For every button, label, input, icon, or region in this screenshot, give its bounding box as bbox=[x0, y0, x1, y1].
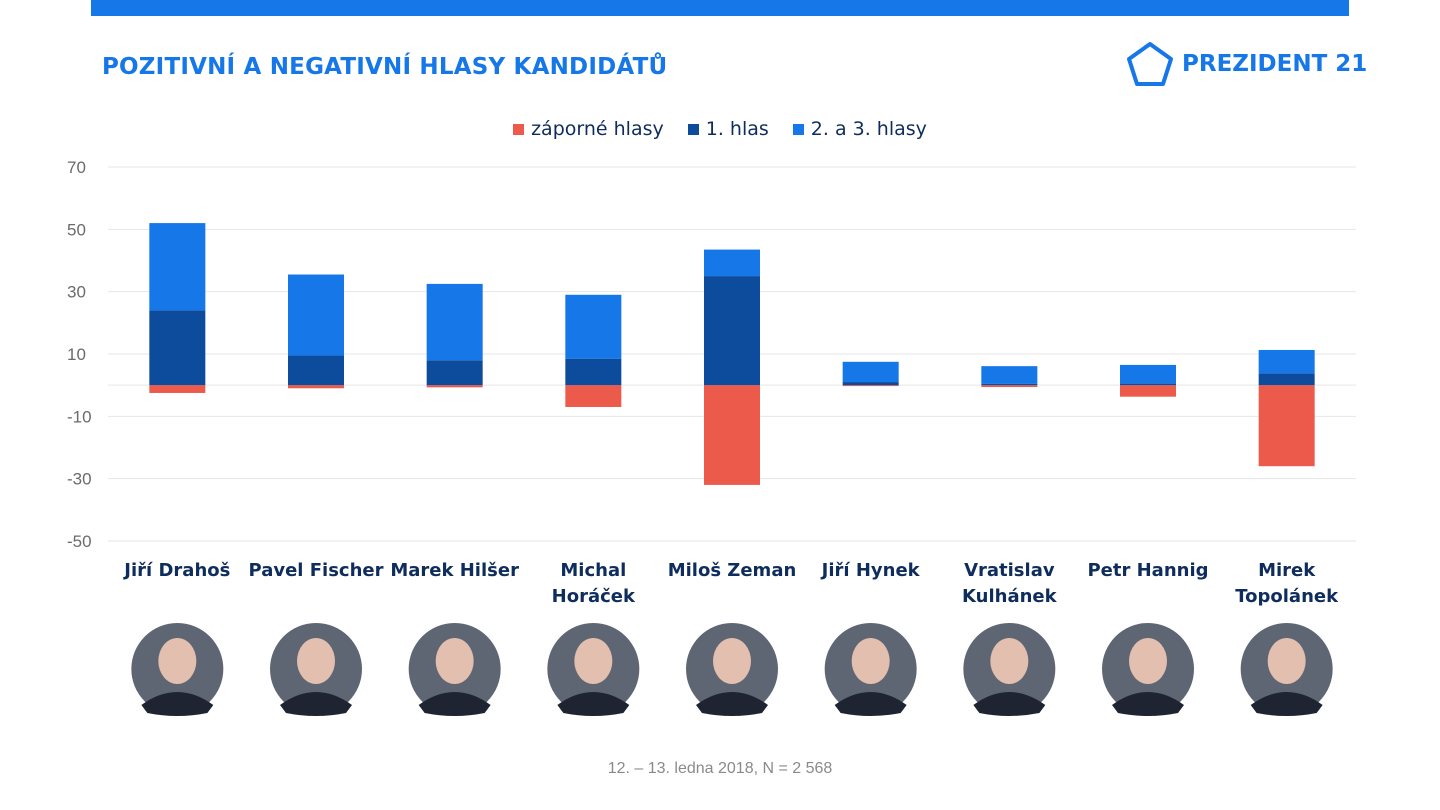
candidate-name-label: Pavel Fischer bbox=[249, 560, 384, 581]
candidate-photo-suit bbox=[557, 692, 630, 716]
y-tick-label: -10 bbox=[67, 407, 92, 426]
top-accent-bar bbox=[91, 0, 1349, 16]
bar-first-vote bbox=[1120, 383, 1176, 386]
candidate-name-label: Topolánek bbox=[1235, 586, 1339, 607]
candidate-photo-suit bbox=[973, 692, 1046, 716]
bar-negative bbox=[565, 385, 622, 407]
y-tick-label: -30 bbox=[67, 470, 92, 489]
candidate-name-label: Michal bbox=[560, 560, 626, 581]
legend-label-first: 1. hlas bbox=[705, 118, 769, 140]
bar-negative bbox=[288, 385, 344, 389]
bar-negative bbox=[981, 385, 1038, 388]
candidate-name-label: Jiří Hynek bbox=[820, 560, 921, 581]
bar-second-third-vote bbox=[1120, 364, 1176, 384]
pentagon-icon bbox=[1127, 42, 1173, 86]
bar-first-vote bbox=[149, 310, 206, 386]
legend-item-negative: záporné hlasy bbox=[513, 118, 664, 140]
bar-second-third-vote bbox=[842, 361, 899, 383]
bar-first-vote bbox=[1258, 373, 1315, 386]
candidate-name-label: Horáček bbox=[552, 586, 636, 607]
candidate-name-label: Mirek bbox=[1258, 560, 1316, 581]
y-tick-label: -50 bbox=[67, 532, 92, 551]
bar-second-third-vote bbox=[1258, 349, 1315, 374]
bar-second-third-vote bbox=[565, 294, 622, 359]
candidate-photo-suit bbox=[1112, 692, 1184, 716]
legend-label-negative: záporné hlasy bbox=[531, 118, 664, 140]
bar-negative bbox=[1258, 385, 1315, 467]
bar-first-vote bbox=[704, 276, 760, 386]
candidate-photo-suit bbox=[280, 692, 352, 716]
legend-item-second: 2. a 3. hlasy bbox=[792, 118, 927, 140]
bar-second-third-vote bbox=[426, 283, 483, 361]
candidate-photo-face bbox=[1267, 638, 1306, 684]
bar-second-third-vote bbox=[981, 366, 1038, 384]
legend-swatch-second bbox=[792, 123, 804, 135]
candidate-photo-face bbox=[713, 638, 751, 684]
bar-negative bbox=[149, 385, 206, 393]
bar-second-third-vote bbox=[288, 274, 344, 356]
bar-second-third-vote bbox=[149, 223, 206, 311]
chart-legend: záporné hlasy 1. hlas 2. a 3. hlasy bbox=[0, 118, 1440, 140]
candidate-name-label: Marek Hilšer bbox=[390, 560, 519, 581]
y-tick-label: 50 bbox=[67, 220, 86, 239]
candidate-photo-face bbox=[1129, 638, 1167, 684]
logo-text: PREZIDENT 21 bbox=[1182, 51, 1368, 77]
candidate-name-label: Vratislav bbox=[964, 560, 1055, 581]
candidate-photo-suit bbox=[1250, 692, 1323, 716]
candidate-photo-face bbox=[851, 638, 890, 684]
bar-first-vote bbox=[288, 355, 344, 386]
bar-negative bbox=[1120, 385, 1176, 397]
legend-label-second: 2. a 3. hlasy bbox=[810, 118, 927, 140]
bar-negative bbox=[704, 385, 760, 485]
candidate-photo-suit bbox=[696, 692, 768, 716]
bar-second-third-vote bbox=[704, 249, 760, 277]
page-title: POZITIVNÍ A NEGATIVNÍ HLASY KANDIDÁTŮ bbox=[102, 54, 668, 80]
legend-swatch-first bbox=[687, 123, 699, 135]
brand-logo: PREZIDENT 21 bbox=[1126, 40, 1367, 88]
survey-note: 12. – 13. ledna 2018, N = 2 568 bbox=[607, 760, 833, 777]
bar-first-vote bbox=[842, 382, 899, 386]
candidate-photo-face bbox=[158, 638, 197, 684]
candidate-photo-suit bbox=[418, 692, 491, 716]
candidate-name-label: Miloš Zeman bbox=[668, 560, 797, 581]
bar-negative bbox=[842, 385, 899, 387]
candidate-photo-face bbox=[435, 638, 474, 684]
y-tick-label: 70 bbox=[67, 158, 86, 177]
candidate-photo-suit bbox=[834, 692, 907, 716]
candidate-photo-face bbox=[990, 638, 1029, 684]
y-tick-label: 30 bbox=[67, 283, 86, 302]
candidate-photo-face bbox=[574, 638, 613, 684]
bar-negative bbox=[426, 385, 483, 388]
legend-item-first: 1. hlas bbox=[687, 118, 769, 140]
y-tick-label: 10 bbox=[67, 345, 86, 364]
bar-first-vote bbox=[981, 383, 1038, 386]
bar-first-vote bbox=[426, 360, 483, 386]
candidate-name-label: Jiří Drahoš bbox=[122, 560, 230, 581]
candidate-photo-suit bbox=[141, 692, 214, 716]
stacked-bar-chart: 70 50 30 10 -10 -30 -50 Jiří Drahoš Pavel Fische… bbox=[67, 158, 1356, 716]
legend-swatch-negative bbox=[513, 123, 525, 135]
bar-first-vote bbox=[565, 358, 622, 386]
candidate-name-label: Petr Hannig bbox=[1087, 560, 1208, 581]
candidate-name-label: Kulhánek bbox=[962, 586, 1058, 607]
candidate-photo-face bbox=[297, 638, 335, 684]
